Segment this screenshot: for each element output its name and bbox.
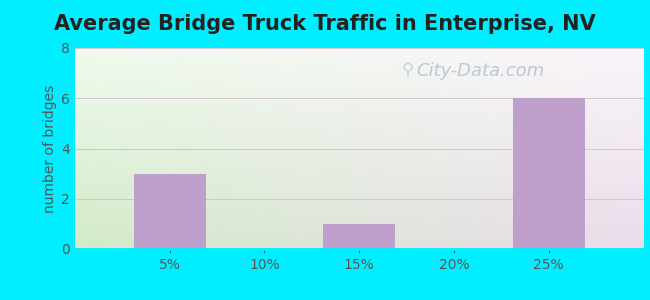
Bar <box>323 224 395 249</box>
Bar <box>513 98 585 249</box>
Text: Average Bridge Truck Traffic in Enterprise, NV: Average Bridge Truck Traffic in Enterpri… <box>54 14 596 34</box>
Text: ⚲: ⚲ <box>402 61 414 79</box>
Bar <box>133 174 205 249</box>
Y-axis label: number of bridges: number of bridges <box>43 84 57 213</box>
Text: City-Data.com: City-Data.com <box>416 62 544 80</box>
